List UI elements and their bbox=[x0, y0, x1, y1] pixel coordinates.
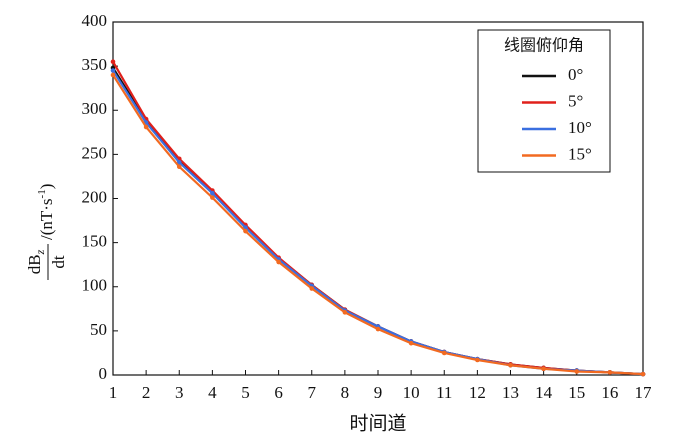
x-tick-label: 9 bbox=[374, 383, 383, 402]
x-tick-label: 8 bbox=[341, 383, 350, 402]
point bbox=[342, 310, 348, 315]
x-tick-label: 12 bbox=[469, 383, 486, 402]
point bbox=[541, 366, 546, 372]
y-tick-label: 250 bbox=[82, 143, 108, 162]
y-tick-label: 150 bbox=[82, 232, 108, 251]
x-tick-label: 10 bbox=[403, 383, 420, 402]
y-tick-label: 50 bbox=[90, 320, 107, 339]
point bbox=[176, 164, 182, 170]
x-tick-label: 1 bbox=[109, 383, 118, 402]
y-label-numerator: dBz bbox=[25, 249, 47, 274]
y-tick-label: 400 bbox=[82, 11, 108, 30]
y-tick-label: 350 bbox=[82, 55, 108, 74]
point bbox=[508, 362, 513, 368]
x-tick-label: 2 bbox=[142, 383, 151, 402]
point bbox=[441, 350, 447, 356]
point bbox=[607, 370, 613, 375]
y-tick-label: 100 bbox=[82, 276, 108, 295]
x-tick-label: 14 bbox=[535, 383, 553, 402]
point bbox=[375, 326, 381, 332]
point bbox=[210, 190, 215, 196]
point bbox=[475, 357, 480, 363]
y-label-unit: /(nT·s-1) bbox=[36, 184, 56, 240]
exponent: -1 bbox=[36, 189, 48, 198]
point bbox=[110, 59, 116, 65]
legend-box bbox=[477, 29, 611, 173]
legend-label: 10° bbox=[568, 118, 592, 137]
y-tick-label: 200 bbox=[82, 187, 108, 206]
x-tick-label: 5 bbox=[241, 383, 250, 402]
subscript: z bbox=[33, 249, 47, 255]
y-axis-label: dBz dt /(nT·s-1) bbox=[25, 184, 68, 280]
y-tick-label: 0 bbox=[99, 364, 108, 383]
legend: 线圈俯仰角 0° 5° 10° 15° bbox=[477, 29, 611, 173]
numerator: dB bbox=[25, 254, 44, 274]
x-tick-label: 15 bbox=[568, 383, 585, 402]
x-tick-label: 4 bbox=[208, 383, 217, 402]
point bbox=[176, 160, 182, 165]
y-label-denominator: dt bbox=[49, 255, 68, 269]
x-tick-label: 16 bbox=[601, 383, 618, 402]
x-tick-label: 13 bbox=[502, 383, 519, 402]
x-axis-label: 时间道 bbox=[349, 413, 406, 435]
legend-label: 5° bbox=[568, 91, 583, 110]
legend-label: 15° bbox=[568, 144, 592, 163]
unit-close: ) bbox=[37, 184, 56, 190]
point bbox=[640, 371, 646, 377]
x-tick-label: 7 bbox=[308, 383, 317, 402]
point bbox=[309, 286, 315, 291]
point bbox=[143, 124, 149, 130]
x-tick-label: 6 bbox=[274, 383, 283, 402]
x-tick-label: 3 bbox=[175, 383, 184, 402]
point bbox=[243, 228, 248, 234]
point bbox=[110, 68, 116, 73]
point bbox=[210, 195, 215, 200]
legend-title: 线圈俯仰角 bbox=[504, 36, 584, 55]
y-tick-label: 300 bbox=[82, 99, 108, 118]
point bbox=[110, 72, 116, 78]
point bbox=[574, 369, 580, 374]
x-tick-label: 11 bbox=[436, 383, 452, 402]
legend-label: 0° bbox=[568, 65, 583, 84]
point bbox=[408, 340, 414, 346]
unit: /(nT·s bbox=[37, 198, 56, 240]
x-tick-label: 17 bbox=[635, 383, 653, 402]
point bbox=[276, 259, 281, 265]
